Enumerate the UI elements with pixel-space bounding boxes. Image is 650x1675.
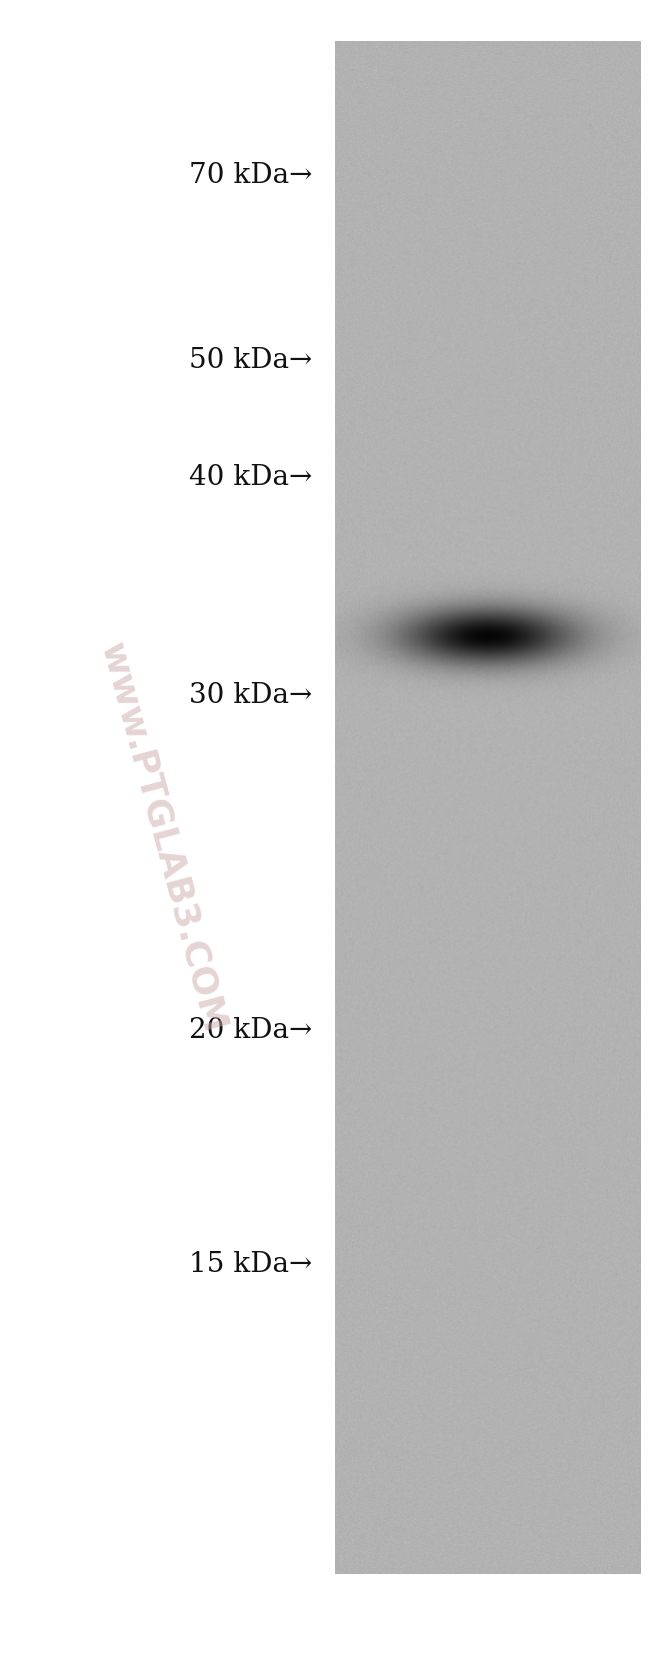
Text: www.PTGLAB3.COM: www.PTGLAB3.COM [94,638,231,1037]
Text: 40 kDa→: 40 kDa→ [188,464,312,491]
Text: 70 kDa→: 70 kDa→ [188,162,312,189]
Text: 15 kDa→: 15 kDa→ [188,1251,312,1278]
Text: 50 kDa→: 50 kDa→ [188,347,312,374]
Text: 20 kDa→: 20 kDa→ [188,1017,312,1044]
Text: 30 kDa→: 30 kDa→ [188,682,312,709]
